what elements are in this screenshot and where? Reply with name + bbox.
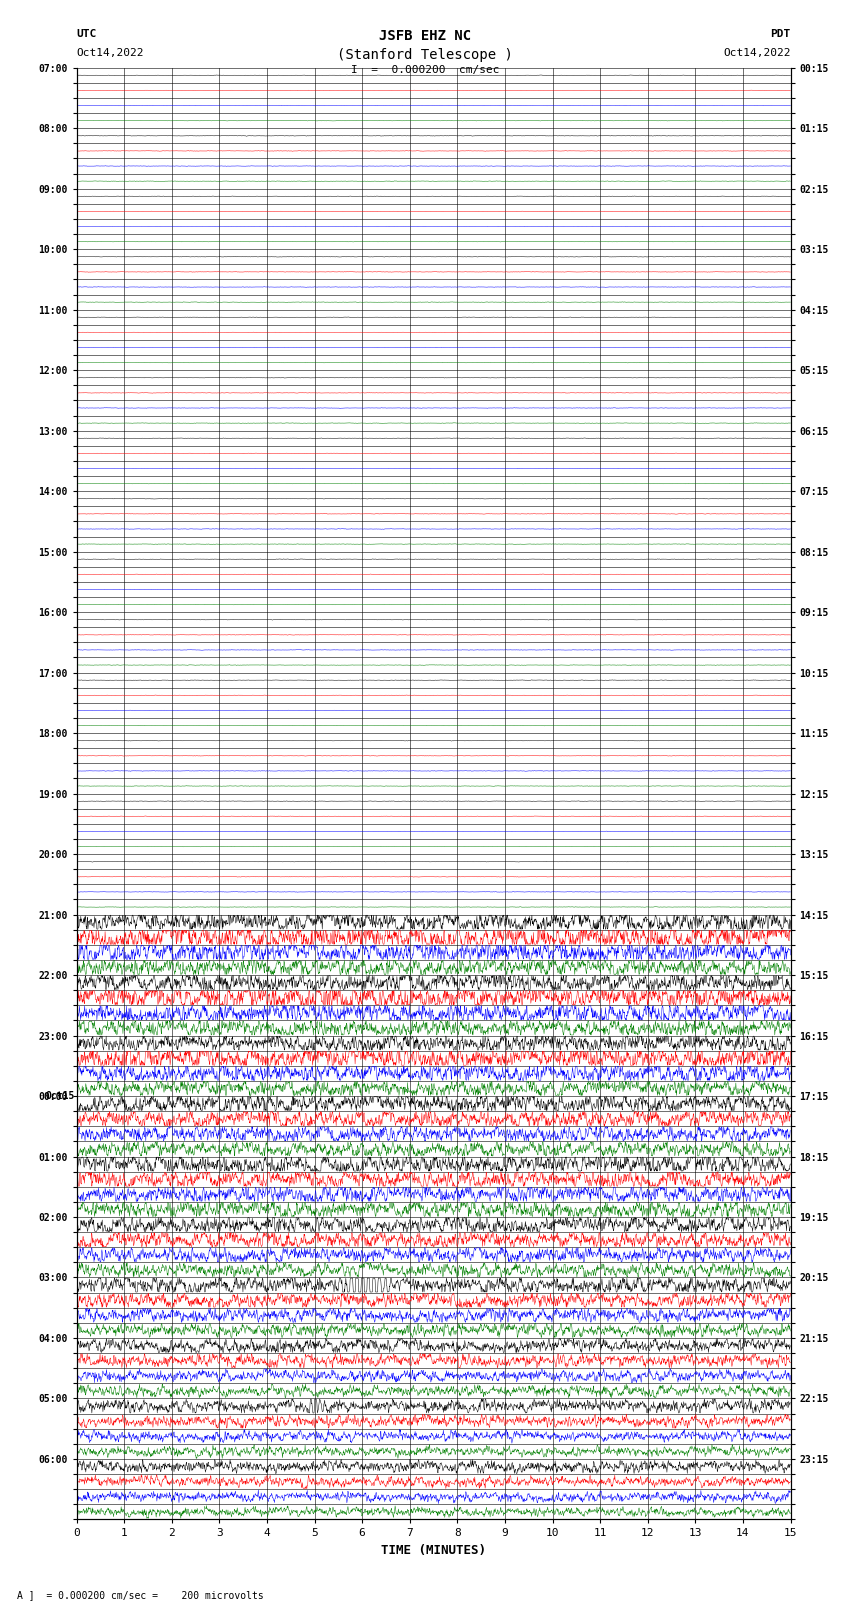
Text: UTC: UTC [76, 29, 97, 39]
Text: Oct15: Oct15 [45, 1090, 75, 1102]
Text: PDT: PDT [770, 29, 790, 39]
Text: Oct14,2022: Oct14,2022 [723, 48, 791, 58]
Text: A ]  = 0.000200 cm/sec =    200 microvolts: A ] = 0.000200 cm/sec = 200 microvolts [17, 1590, 264, 1600]
Text: I  =  0.000200  cm/sec: I = 0.000200 cm/sec [351, 65, 499, 74]
X-axis label: TIME (MINUTES): TIME (MINUTES) [381, 1544, 486, 1557]
Text: JSFB EHZ NC: JSFB EHZ NC [379, 29, 471, 44]
Text: (Stanford Telescope ): (Stanford Telescope ) [337, 48, 513, 63]
Text: Oct14,2022: Oct14,2022 [76, 48, 144, 58]
